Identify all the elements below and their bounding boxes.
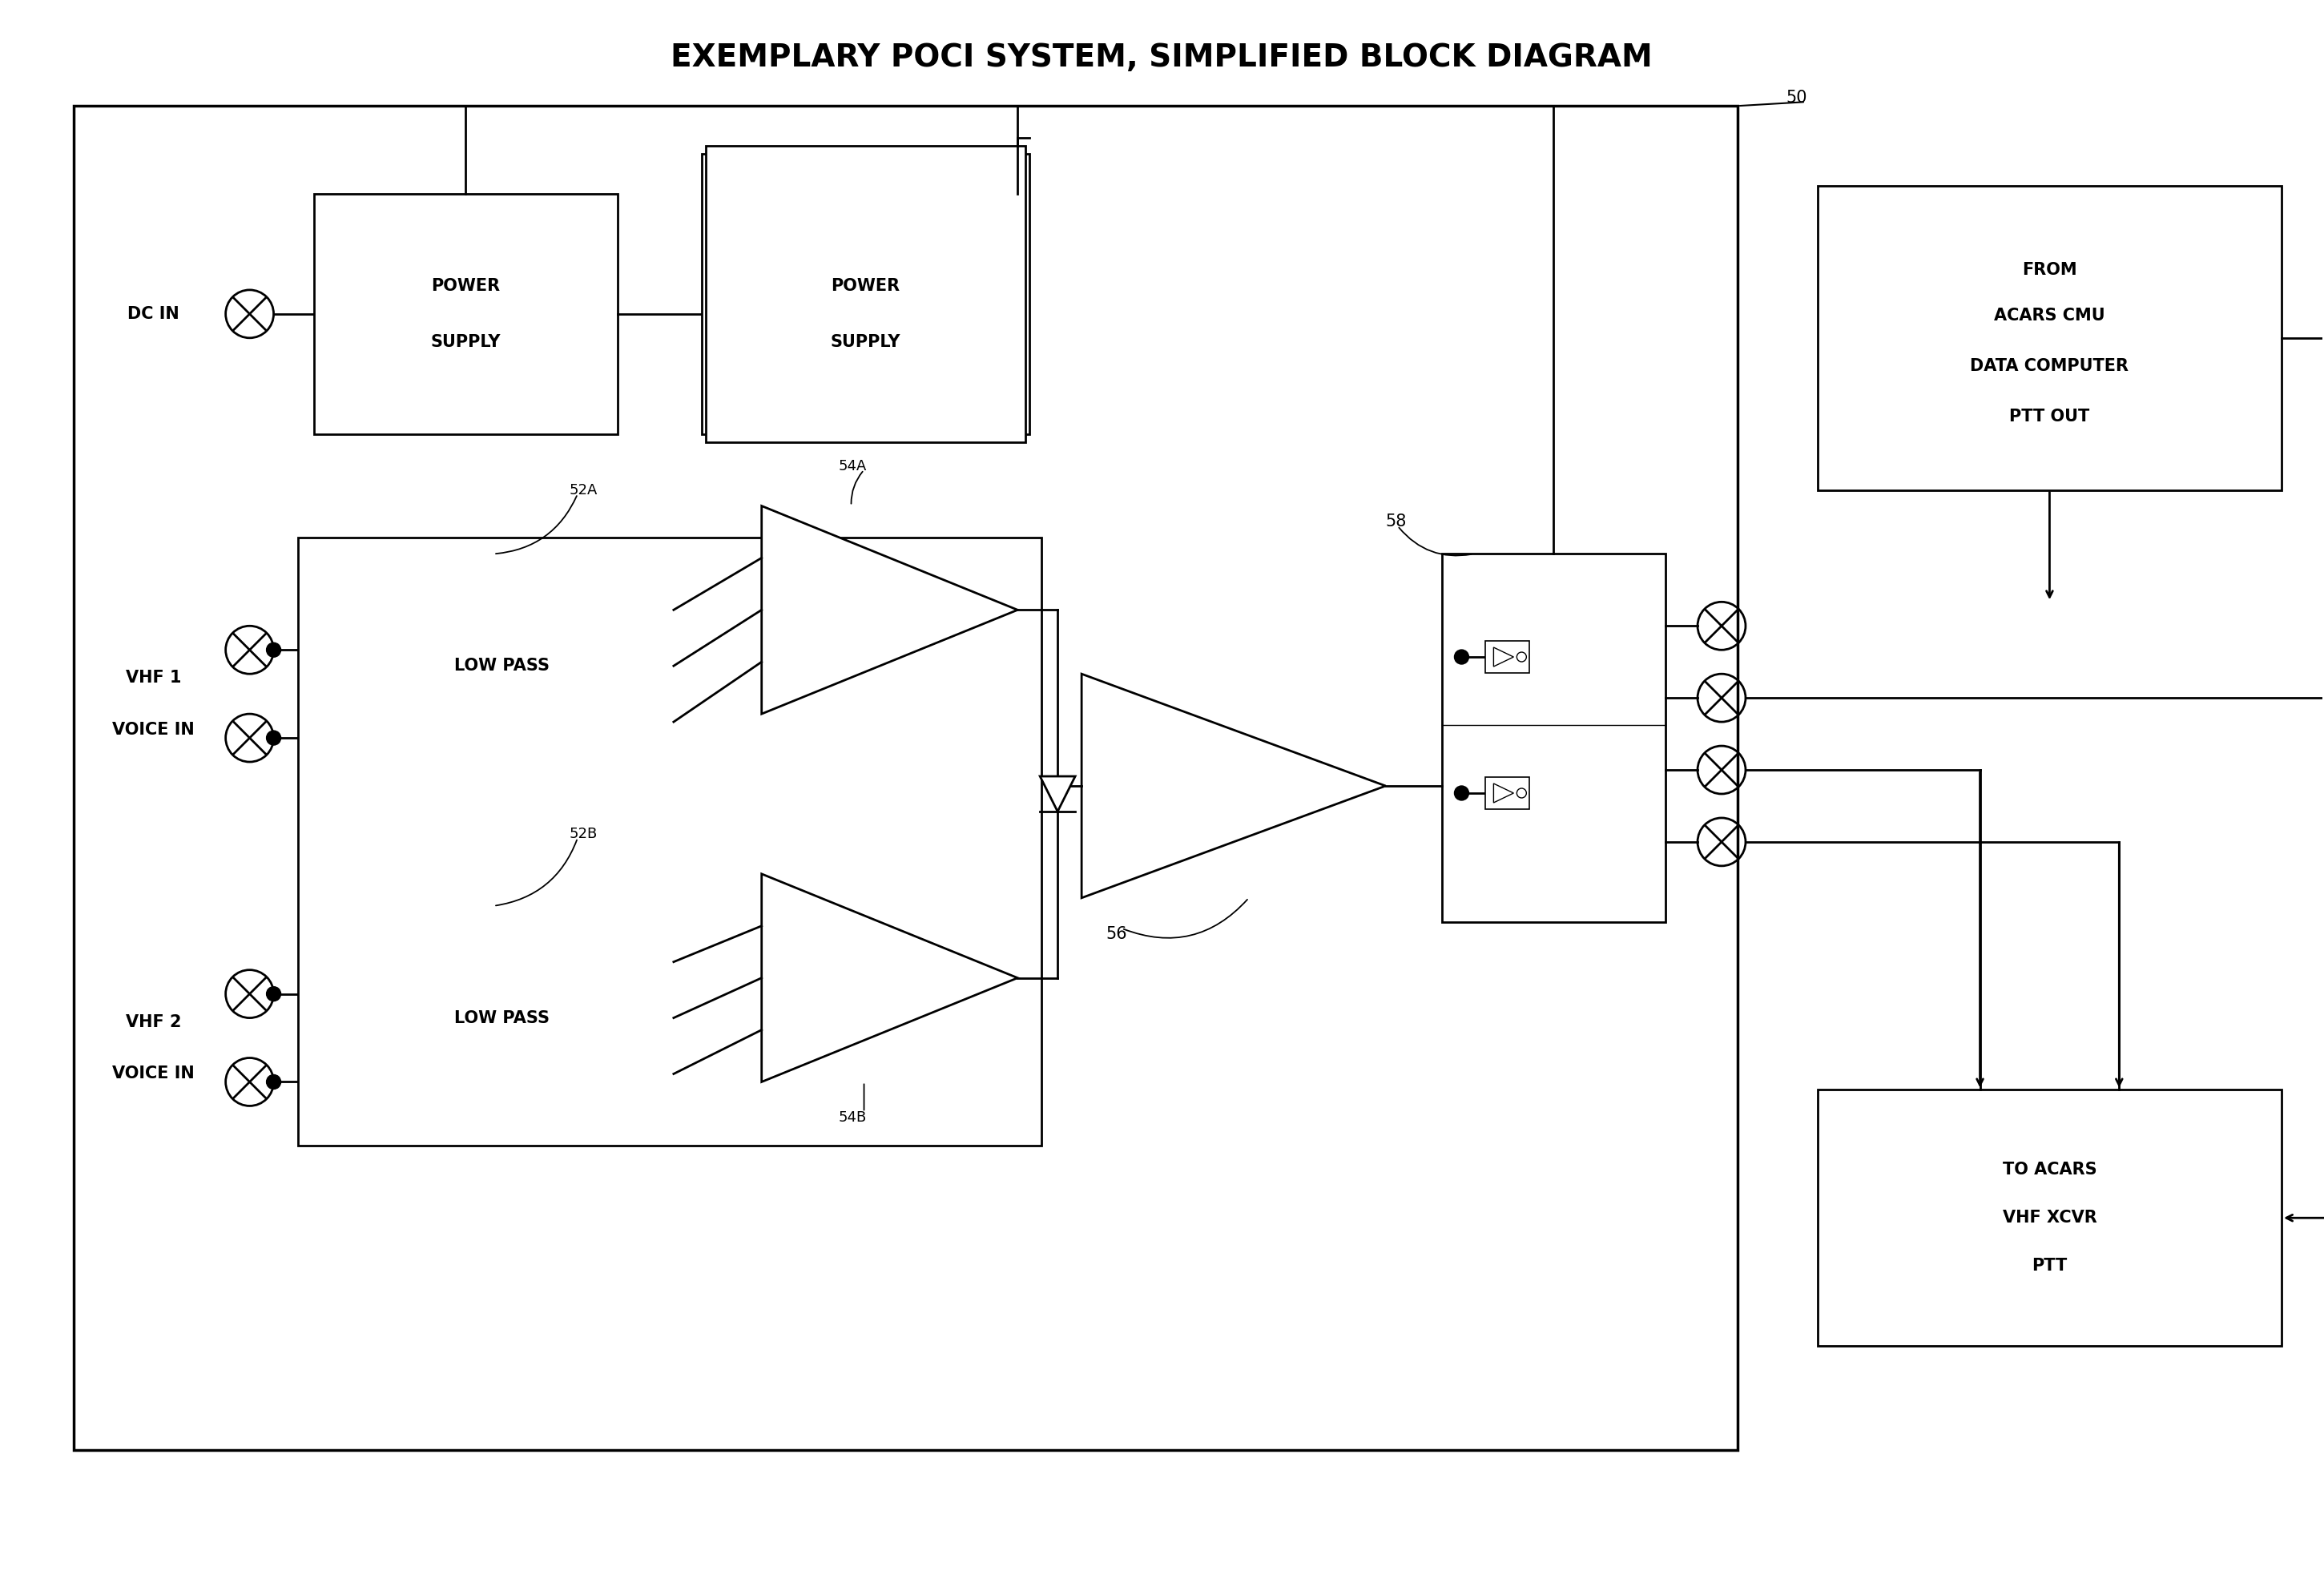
- Bar: [706, 146, 1025, 441]
- Text: TO ACARS: TO ACARS: [2003, 1163, 2096, 1178]
- Polygon shape: [762, 873, 1018, 1082]
- Text: VHF 2: VHF 2: [125, 1013, 181, 1031]
- Polygon shape: [1081, 674, 1385, 899]
- Text: 54B: 54B: [839, 1111, 867, 1125]
- Circle shape: [267, 643, 281, 657]
- Bar: [1441, 555, 1666, 922]
- Circle shape: [267, 987, 281, 1001]
- Text: DC IN: DC IN: [128, 306, 179, 322]
- Polygon shape: [762, 506, 1018, 713]
- Circle shape: [267, 731, 281, 745]
- Bar: [1485, 641, 1529, 672]
- Bar: [297, 537, 1041, 1145]
- Text: LOW PASS: LOW PASS: [453, 1010, 548, 1026]
- Text: SUPPLY: SUPPLY: [830, 335, 902, 350]
- Text: POWER: POWER: [432, 278, 500, 294]
- Text: POWER: POWER: [832, 278, 899, 294]
- Text: ACARS CMU: ACARS CMU: [1994, 308, 2106, 324]
- Text: VOICE IN: VOICE IN: [112, 1065, 195, 1082]
- Polygon shape: [1494, 784, 1513, 803]
- Circle shape: [1455, 650, 1469, 665]
- Text: VOICE IN: VOICE IN: [112, 723, 195, 738]
- Bar: [314, 193, 618, 434]
- Text: FROM: FROM: [2022, 262, 2078, 278]
- Bar: [1485, 778, 1529, 809]
- Bar: [713, 193, 1018, 434]
- Text: 58: 58: [1385, 514, 1406, 529]
- Bar: [1817, 185, 2282, 490]
- Bar: [314, 906, 674, 1130]
- Text: 50: 50: [1785, 90, 1806, 105]
- Text: 54A: 54A: [839, 459, 867, 473]
- Bar: [702, 154, 1030, 434]
- Text: EXEMPLARY POCI SYSTEM, SIMPLIFIED BLOCK DIAGRAM: EXEMPLARY POCI SYSTEM, SIMPLIFIED BLOCK …: [672, 42, 1652, 74]
- Circle shape: [1455, 786, 1469, 800]
- Circle shape: [267, 1075, 281, 1089]
- Text: PTT: PTT: [2031, 1258, 2068, 1274]
- Polygon shape: [1494, 647, 1513, 666]
- Text: 52A: 52A: [569, 482, 597, 496]
- Text: LOW PASS: LOW PASS: [453, 658, 548, 674]
- Text: SUPPLY: SUPPLY: [430, 335, 500, 350]
- Text: 56: 56: [1106, 925, 1127, 943]
- Polygon shape: [1041, 776, 1076, 812]
- Bar: [1817, 1090, 2282, 1346]
- Text: PTT OUT: PTT OUT: [2010, 408, 2089, 424]
- Bar: [74, 105, 1738, 1450]
- Text: VHF XCVR: VHF XCVR: [2003, 1210, 2096, 1225]
- Text: DATA COMPUTER: DATA COMPUTER: [1971, 358, 2129, 374]
- Text: 52B: 52B: [569, 826, 597, 840]
- Text: VHF 1: VHF 1: [125, 669, 181, 687]
- Bar: [314, 555, 674, 778]
